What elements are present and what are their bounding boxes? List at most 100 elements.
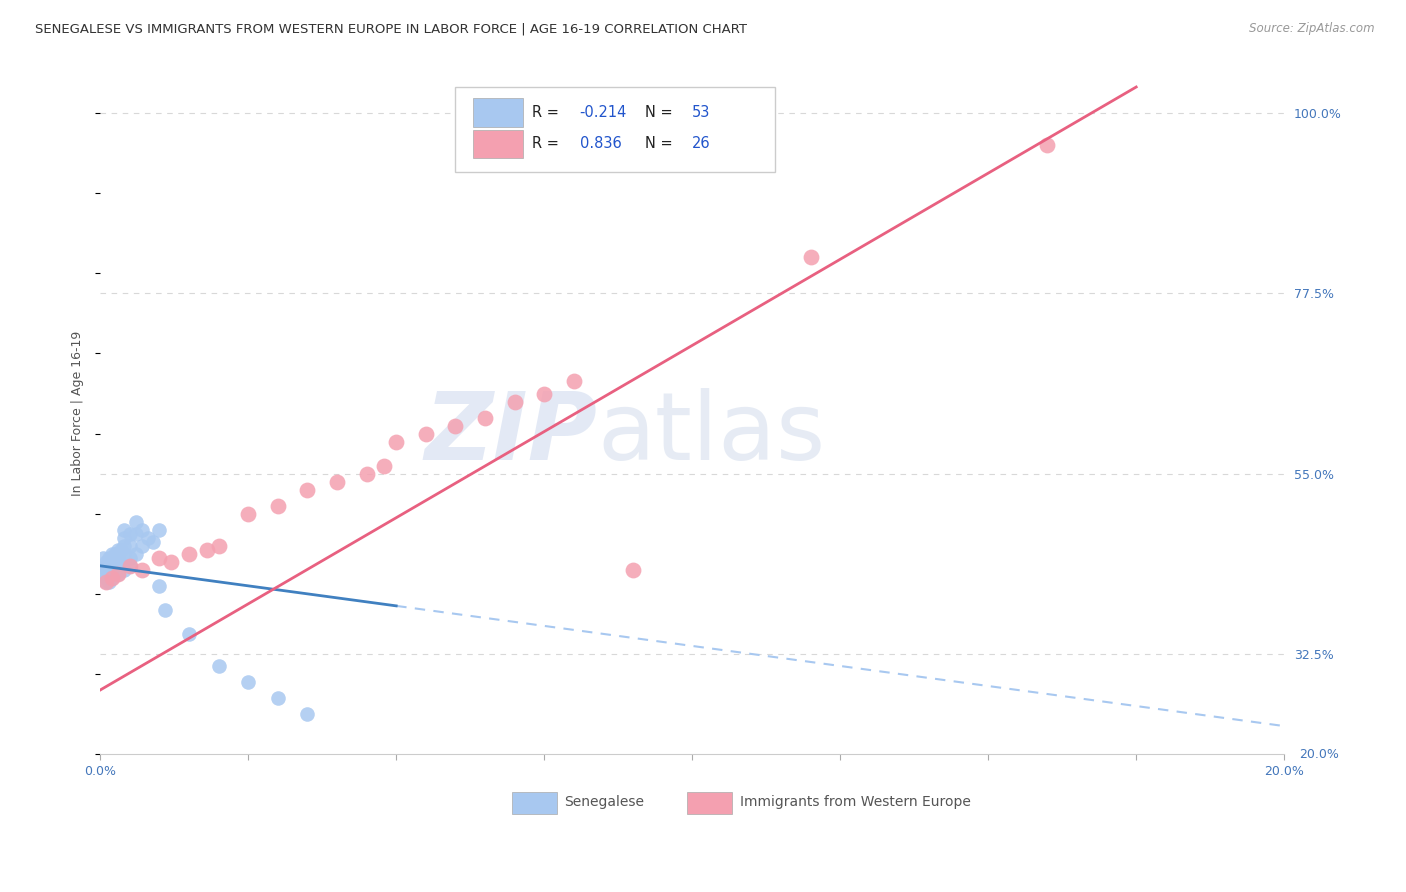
Point bbox=[112, 531, 135, 545]
Point bbox=[297, 483, 319, 497]
Point bbox=[415, 426, 437, 441]
Point bbox=[94, 571, 117, 585]
Text: 26: 26 bbox=[692, 136, 711, 152]
Point bbox=[177, 627, 200, 641]
Y-axis label: In Labor Force | Age 16-19: In Labor Force | Age 16-19 bbox=[72, 331, 84, 496]
Point bbox=[101, 571, 124, 585]
Point bbox=[112, 539, 135, 553]
Point bbox=[267, 499, 290, 513]
Point bbox=[118, 558, 141, 573]
Text: ZIP: ZIP bbox=[425, 388, 598, 480]
Point bbox=[155, 603, 177, 617]
Point bbox=[110, 542, 132, 557]
Text: Source: ZipAtlas.com: Source: ZipAtlas.com bbox=[1250, 22, 1375, 36]
Point bbox=[503, 394, 526, 409]
Text: Immigrants from Western Europe: Immigrants from Western Europe bbox=[740, 796, 970, 809]
Text: 20.0%: 20.0% bbox=[1299, 747, 1340, 761]
Point bbox=[238, 507, 260, 521]
Point bbox=[101, 547, 124, 561]
Text: 53: 53 bbox=[692, 105, 710, 120]
Point bbox=[94, 563, 117, 577]
FancyBboxPatch shape bbox=[474, 98, 523, 127]
Point bbox=[107, 555, 129, 569]
Point bbox=[107, 542, 129, 557]
Point bbox=[621, 563, 644, 577]
Point bbox=[373, 458, 395, 473]
Point bbox=[104, 555, 127, 569]
Point bbox=[112, 523, 135, 537]
Point bbox=[474, 410, 496, 425]
Point bbox=[356, 467, 378, 481]
Point bbox=[91, 566, 114, 581]
Point bbox=[107, 563, 129, 577]
Point bbox=[101, 571, 124, 585]
Point bbox=[207, 539, 229, 553]
FancyBboxPatch shape bbox=[688, 792, 733, 814]
Point bbox=[297, 707, 319, 722]
Point bbox=[195, 542, 218, 557]
FancyBboxPatch shape bbox=[512, 792, 557, 814]
Point bbox=[533, 386, 555, 401]
Point bbox=[101, 550, 124, 565]
Point bbox=[101, 558, 124, 573]
Point bbox=[110, 558, 132, 573]
Point bbox=[125, 526, 148, 541]
Point bbox=[94, 574, 117, 589]
Point bbox=[148, 579, 170, 593]
Point bbox=[107, 558, 129, 573]
Text: N =: N = bbox=[645, 136, 672, 152]
Point bbox=[101, 566, 124, 581]
Point bbox=[107, 550, 129, 565]
Point bbox=[177, 547, 200, 561]
Point bbox=[107, 566, 129, 581]
Point bbox=[98, 566, 121, 581]
Point bbox=[118, 526, 141, 541]
Text: R =: R = bbox=[533, 105, 560, 120]
Point bbox=[118, 539, 141, 553]
Point bbox=[98, 550, 121, 565]
Point bbox=[125, 547, 148, 561]
Point bbox=[94, 558, 117, 573]
Point bbox=[98, 574, 121, 589]
Point bbox=[112, 563, 135, 577]
Point bbox=[444, 418, 467, 433]
Point bbox=[91, 550, 114, 565]
Point bbox=[118, 550, 141, 565]
Point bbox=[125, 515, 148, 529]
Text: Senegalese: Senegalese bbox=[564, 796, 644, 809]
Point bbox=[385, 434, 408, 449]
Point bbox=[104, 563, 127, 577]
Point bbox=[112, 547, 135, 561]
Point bbox=[148, 550, 170, 565]
Text: 0.836: 0.836 bbox=[579, 136, 621, 152]
Point bbox=[101, 555, 124, 569]
Point bbox=[148, 523, 170, 537]
Point bbox=[142, 534, 165, 549]
Point bbox=[118, 558, 141, 573]
Point bbox=[267, 691, 290, 706]
FancyBboxPatch shape bbox=[456, 87, 775, 172]
Point bbox=[98, 558, 121, 573]
Point bbox=[104, 547, 127, 561]
Point bbox=[800, 250, 823, 264]
FancyBboxPatch shape bbox=[474, 129, 523, 158]
Point bbox=[94, 555, 117, 569]
Point bbox=[238, 675, 260, 690]
Point bbox=[131, 563, 153, 577]
Text: N =: N = bbox=[645, 105, 672, 120]
Point bbox=[94, 574, 117, 589]
Point bbox=[326, 475, 349, 489]
Text: SENEGALESE VS IMMIGRANTS FROM WESTERN EUROPE IN LABOR FORCE | AGE 16-19 CORRELAT: SENEGALESE VS IMMIGRANTS FROM WESTERN EU… bbox=[35, 22, 747, 36]
Point bbox=[136, 531, 159, 545]
Point bbox=[131, 539, 153, 553]
Point bbox=[131, 523, 153, 537]
Point bbox=[107, 566, 129, 581]
Text: -0.214: -0.214 bbox=[579, 105, 627, 120]
Text: R =: R = bbox=[533, 136, 560, 152]
Text: atlas: atlas bbox=[598, 388, 825, 480]
Point bbox=[562, 375, 585, 389]
Point bbox=[160, 555, 183, 569]
Point bbox=[207, 659, 229, 673]
Point bbox=[1036, 138, 1059, 153]
Point bbox=[101, 563, 124, 577]
